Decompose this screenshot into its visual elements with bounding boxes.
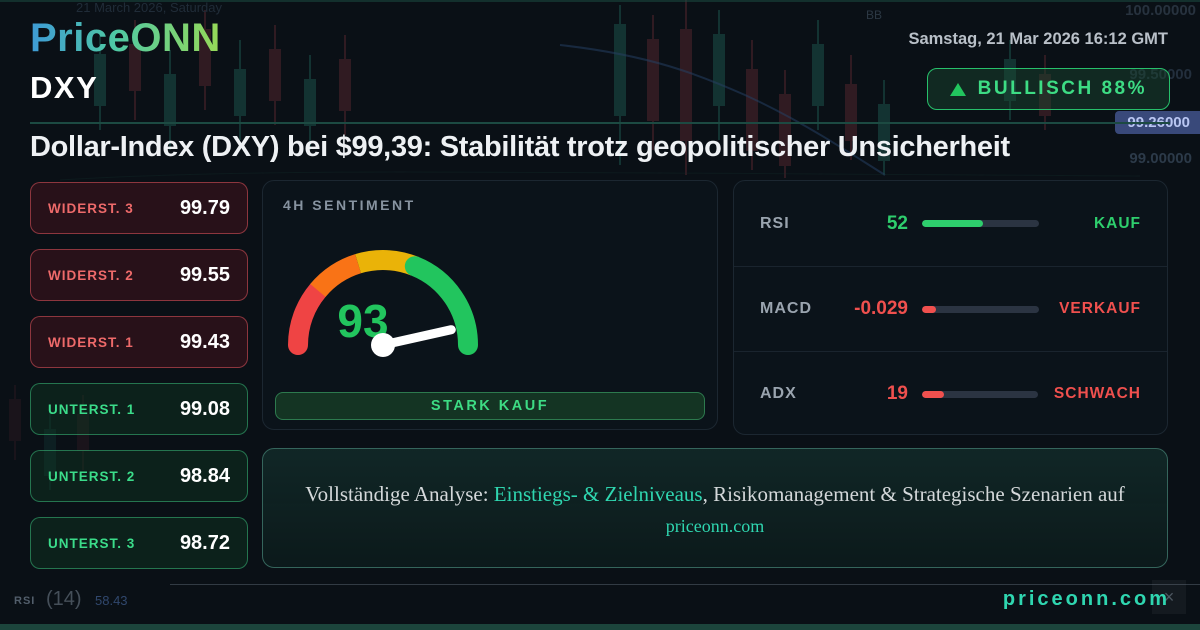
- top-border-line: [0, 0, 1200, 2]
- watermark-rsi-period: (14): [46, 588, 82, 610]
- level-label: WIDERST. 1: [48, 334, 134, 350]
- watermark-chart-date: 21 March 2026, Saturday: [76, 0, 222, 15]
- indicator-name: ADX: [760, 385, 797, 402]
- gauge-hub: [371, 333, 395, 357]
- indicator-bar: [922, 390, 1038, 398]
- indicator-value: -0.029: [854, 298, 908, 319]
- level-value: 99.55: [179, 263, 230, 286]
- indicator-name: RSI: [760, 214, 790, 232]
- indicator-bar-fill: [922, 220, 983, 227]
- level-label: UNTERST. 2: [48, 468, 136, 484]
- resistance-level-3: WIDERST. 3 99.79: [30, 182, 248, 234]
- indicator-signal: KAUF: [1093, 214, 1141, 232]
- level-value: 98.72: [179, 531, 230, 554]
- sentiment-panel-title: 4H SENTIMENT: [283, 197, 416, 213]
- support-level-1: UNTERST. 1 99.08: [30, 383, 248, 435]
- cta-highlight: Einstiegs- & Zielniveaus: [493, 482, 703, 506]
- indicators-panel: RSI 52 KAUF MACD -0.029 VERKAUF ADX 19 S…: [733, 180, 1168, 435]
- bottom-accent-strip: [0, 624, 1200, 630]
- indicator-value: 19: [886, 383, 908, 404]
- support-level-2: UNTERST. 2 98.84: [30, 450, 248, 502]
- cta-domain-link[interactable]: priceonn.com: [665, 516, 765, 536]
- headline: Dollar-Index (DXY) bei $99,39: Stabilitä…: [30, 131, 1010, 163]
- timestamp: Samstag, 21 Mar 2026 16:12 GMT: [908, 30, 1168, 48]
- indicator-value: 52: [886, 212, 908, 234]
- watermark-bb-label: BB: [866, 8, 883, 22]
- indicator-bar-fill: [922, 305, 937, 313]
- watermark-rsi-label: RSI: [14, 595, 36, 607]
- cta-text: Vollständige Analyse: Einstiegs- & Zieln…: [263, 482, 1167, 507]
- sentiment-panel: 4H SENTIMENT 93 STARK KAUF: [262, 180, 718, 430]
- watermark-price-100: 100.00000: [1125, 2, 1196, 19]
- sentiment-badge-label: BULLISCH 88%: [977, 78, 1147, 99]
- level-label: UNTERST. 3: [48, 535, 136, 551]
- indicator-name: MACD: [760, 300, 812, 317]
- support-level-3: UNTERST. 3 98.72: [30, 517, 248, 569]
- levels-column: WIDERST. 3 99.79 WIDERST. 2 99.55 WIDERS…: [30, 182, 248, 584]
- cta-banner: Vollständige Analyse: Einstiegs- & Zieln…: [262, 448, 1168, 568]
- cta-prefix: Vollständige Analyse:: [305, 482, 494, 506]
- sentiment-signal-bar: STARK KAUF: [275, 392, 705, 420]
- sentiment-gauge: 93: [288, 250, 478, 357]
- indicator-row-rsi: RSI 52 KAUF: [734, 181, 1167, 266]
- indicator-signal: SCHWACH: [1053, 385, 1141, 402]
- site-link[interactable]: priceonn.com: [1002, 588, 1170, 610]
- level-value: 99.43: [179, 330, 230, 353]
- brand-logo: PriceONN: [30, 16, 221, 60]
- level-value: 99.08: [179, 397, 230, 420]
- resistance-level-2: WIDERST. 2 99.55: [30, 249, 248, 301]
- watermark-rsi-value: 58.43: [95, 593, 128, 608]
- indicator-bar-fill: [922, 390, 945, 398]
- level-label: UNTERST. 1: [48, 401, 136, 417]
- gauge-arc-red: [288, 280, 328, 355]
- up-triangle-icon: [949, 82, 966, 96]
- header-divider: [30, 122, 1170, 124]
- level-value: 99.79: [179, 196, 230, 219]
- ticker-symbol: DXY: [30, 70, 99, 105]
- resistance-level-1: WIDERST. 1 99.43: [30, 316, 248, 368]
- indicator-row-adx: ADX 19 SCHWACH: [734, 351, 1167, 434]
- watermark-price-99: 99.00000: [1129, 150, 1192, 167]
- indicator-bar: [922, 220, 1039, 227]
- indicator-signal: VERKAUF: [1059, 300, 1141, 317]
- cta-suffix: , Risikomanagement & Strategische Szenar…: [702, 482, 1125, 506]
- indicator-bar: [922, 305, 1039, 313]
- gauge-arc-green: [404, 256, 478, 355]
- indicator-row-macd: MACD -0.029 VERKAUF: [734, 266, 1167, 351]
- footer-divider: [170, 584, 1200, 585]
- gauge-arc-orange: [310, 254, 362, 298]
- level-value: 98.84: [179, 464, 230, 487]
- level-label: WIDERST. 2: [48, 267, 134, 283]
- level-label: WIDERST. 3: [48, 200, 134, 216]
- sentiment-badge: BULLISCH 88%: [926, 68, 1170, 110]
